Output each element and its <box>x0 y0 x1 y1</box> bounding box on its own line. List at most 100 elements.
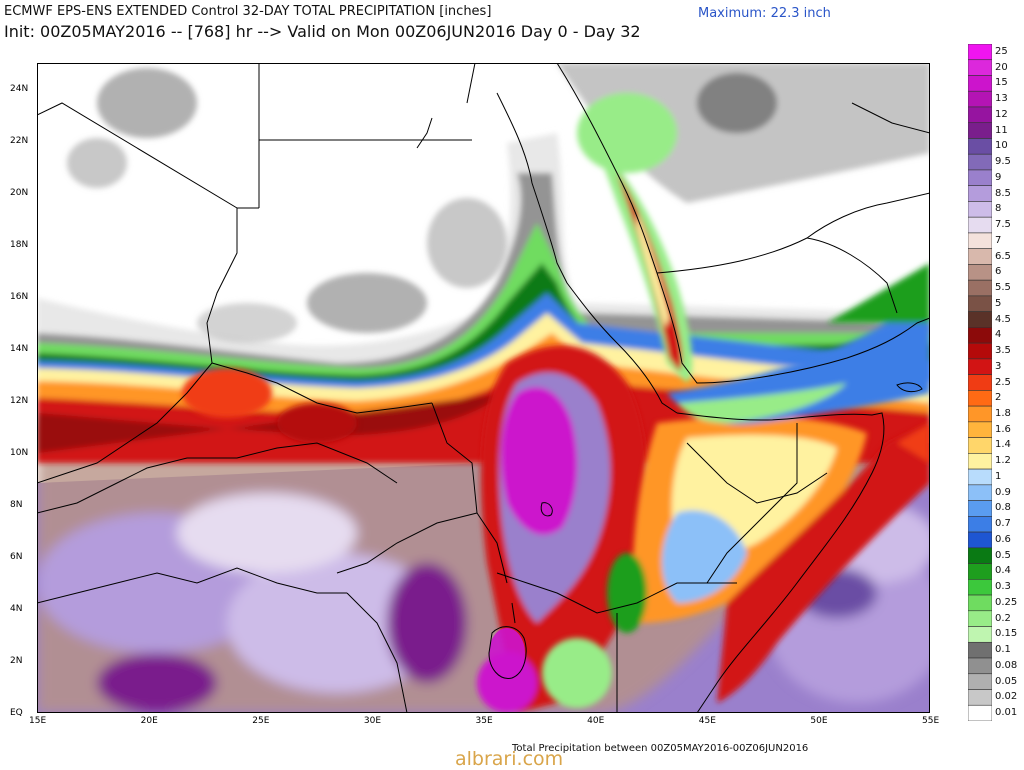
lon-tick-label: 25E <box>252 716 270 726</box>
lon-tick-label: 45E <box>698 716 716 726</box>
legend-swatch <box>968 264 992 281</box>
legend-level-label: 5.5 <box>995 282 1011 294</box>
legend-level-label: 8.5 <box>995 187 1011 199</box>
lat-tick-label: 16N <box>10 292 29 302</box>
lat-tick-label: 4N <box>10 604 23 614</box>
legend-level-label: 4.5 <box>995 313 1011 325</box>
legend-level-label: 0.05 <box>995 675 1018 687</box>
legend-swatch <box>968 484 992 501</box>
precipitation-map <box>37 63 930 713</box>
legend-swatch <box>968 610 992 627</box>
legend-swatch <box>968 44 992 61</box>
legend-level-label: 2.5 <box>995 376 1011 388</box>
legend-swatch <box>968 138 992 155</box>
lat-tick-label: 2N <box>10 656 23 666</box>
legend-level-label: 1 <box>995 470 1002 482</box>
lat-tick-label: 20N <box>10 188 29 198</box>
lon-tick-label: 20E <box>140 716 158 726</box>
legend-swatch <box>968 405 992 423</box>
legend-swatch <box>968 358 992 375</box>
legend-level-label: 11 <box>995 124 1008 136</box>
legend-swatch <box>968 248 992 265</box>
lat-tick-label: 14N <box>10 344 29 354</box>
lat-tick-label: 12N <box>10 396 29 406</box>
legend-level-label: 5 <box>995 297 1002 309</box>
legend-swatch <box>968 311 992 328</box>
legend-level-label: 0.15 <box>995 628 1018 640</box>
legend-swatch <box>968 59 992 76</box>
legend-swatch <box>968 673 992 690</box>
lat-tick-label: 6N <box>10 552 23 562</box>
chart-subtitle: Init: 00Z05MAY2016 -- [768] hr --> Valid… <box>4 22 641 41</box>
legend-level-label: 0.01 <box>995 707 1018 719</box>
lon-tick-label: 30E <box>363 716 382 726</box>
legend-level-label: 1.2 <box>995 455 1011 467</box>
lon-tick-label: 35E <box>475 716 493 726</box>
legend-level-label: 0.4 <box>995 565 1011 577</box>
legend-swatch <box>968 122 992 139</box>
footer-caption: Total Precipitation between 00Z05MAY2016… <box>512 743 809 754</box>
legend-level-label: 0.6 <box>995 533 1011 545</box>
legend-swatch <box>968 500 992 517</box>
legend-level-label: 1.6 <box>995 423 1011 435</box>
legend-level-label: 0.3 <box>995 581 1011 593</box>
legend-level-label: 25 <box>995 45 1008 57</box>
legend-level-label: 0.8 <box>995 502 1011 514</box>
legend-swatch <box>968 516 992 533</box>
legend-level-label: 10 <box>995 140 1008 152</box>
lat-tick-label: EQ <box>10 708 23 718</box>
maximum-label: Maximum: 22.3 inch <box>698 6 831 21</box>
legend-level-label: 20 <box>995 61 1008 73</box>
legend-level-label: 12 <box>995 108 1008 120</box>
watermark: albrari.com <box>455 748 564 770</box>
legend-swatch <box>968 201 992 218</box>
lat-tick-label: 24N <box>10 84 29 94</box>
legend-level-label: 0.7 <box>995 518 1011 530</box>
legend-level-label: 7.5 <box>995 219 1011 231</box>
lat-tick-label: 10N <box>10 448 29 458</box>
legend-level-label: 0.5 <box>995 549 1011 561</box>
legend-swatch <box>968 374 992 391</box>
legend-swatch <box>968 185 992 202</box>
legend-swatch <box>968 390 992 407</box>
legend-swatch <box>968 437 992 454</box>
legend-level-label: 0.1 <box>995 644 1011 656</box>
legend-level-label: 6 <box>995 266 1002 278</box>
legend-level-label: 0.25 <box>995 596 1018 608</box>
legend-swatch <box>968 531 992 549</box>
legend-swatch <box>968 563 992 580</box>
legend-level-label: 2 <box>995 392 1002 404</box>
legend-swatch <box>968 453 992 470</box>
legend-swatch <box>968 579 992 596</box>
legend-swatch <box>968 594 992 612</box>
legend-swatch <box>968 704 992 721</box>
legend-level-label: 13 <box>995 93 1008 105</box>
legend-level-label: 8 <box>995 203 1002 215</box>
legend-level-label: 0.2 <box>995 612 1011 624</box>
legend-level-label: 6.5 <box>995 250 1011 262</box>
legend-swatch <box>968 232 992 249</box>
legend-level-label: 1.4 <box>995 439 1011 451</box>
lon-tick-label: 40E <box>587 716 605 726</box>
lon-tick-label: 55E <box>922 716 940 726</box>
legend-swatch <box>968 468 992 486</box>
legend-swatch <box>968 75 992 92</box>
legend-swatch <box>968 90 992 108</box>
lat-tick-label: 18N <box>10 240 29 250</box>
legend-swatch <box>968 279 992 297</box>
legend-swatch <box>968 547 992 564</box>
color-legend <box>968 44 992 721</box>
legend-level-label: 9.5 <box>995 156 1011 168</box>
legend-swatch <box>968 216 992 234</box>
legend-swatch <box>968 153 992 171</box>
legend-swatch <box>968 657 992 675</box>
legend-swatch <box>968 342 992 360</box>
lat-tick-label: 8N <box>10 500 23 510</box>
chart-title: ECMWF EPS-ENS EXTENDED Control 32-DAY TO… <box>4 4 492 19</box>
legend-swatch <box>968 106 992 124</box>
legend-level-label: 7 <box>995 234 1002 246</box>
legend-level-label: 3 <box>995 360 1002 372</box>
legend-level-label: 15 <box>995 77 1008 89</box>
legend-swatch <box>968 626 992 643</box>
legend-level-label: 0.02 <box>995 691 1018 703</box>
